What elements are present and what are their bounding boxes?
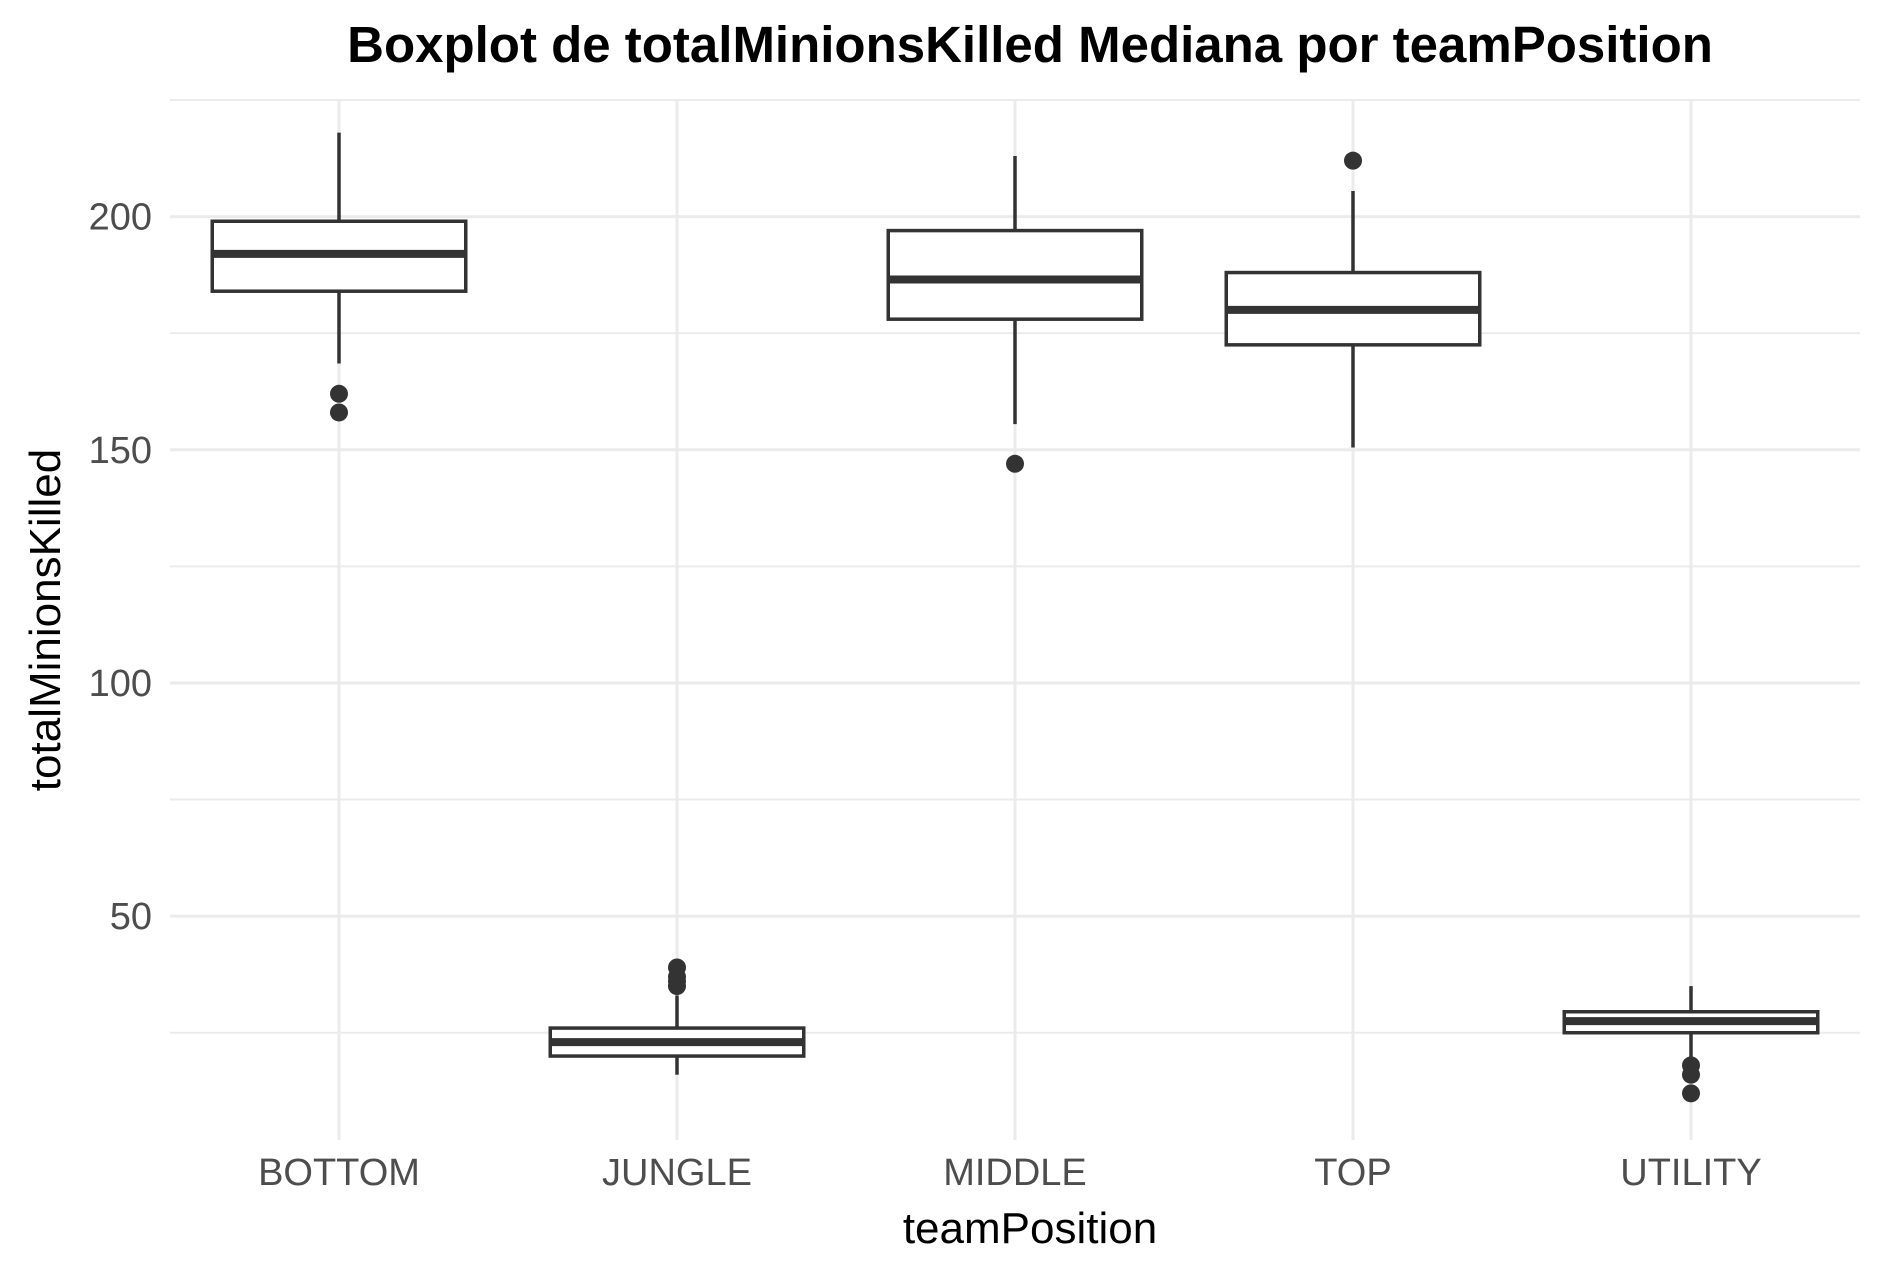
outlier-point bbox=[1006, 454, 1024, 473]
y-tick-label: 100 bbox=[89, 663, 152, 705]
x-tick-label: BOTTOM bbox=[258, 1152, 420, 1194]
plot-panel: 50 100 150 200 BOTTOM JUNGLE MIDDLE TOP UTILITY bbox=[89, 99, 1860, 1194]
y-tick-label: 150 bbox=[89, 430, 152, 472]
y-tick-label: 200 bbox=[89, 197, 152, 239]
y-tick-label: 50 bbox=[110, 896, 152, 938]
x-tick-label: UTILITY bbox=[1620, 1152, 1761, 1194]
outlier-point bbox=[330, 403, 348, 422]
x-tick-label: TOP bbox=[1314, 1152, 1391, 1194]
y-axis-title: totalMinionsKilled bbox=[21, 449, 70, 791]
chart-title: Boxplot de totalMinionsKilled Mediana po… bbox=[347, 16, 1713, 73]
outlier-point bbox=[330, 384, 348, 403]
x-tick-label: MIDDLE bbox=[943, 1152, 1087, 1194]
box-middle bbox=[886, 228, 1144, 321]
outlier-point bbox=[1344, 151, 1362, 170]
outlier-point bbox=[1682, 1065, 1700, 1084]
x-tick-label: JUNGLE bbox=[602, 1152, 752, 1194]
x-axis-title: teamPosition bbox=[903, 1204, 1157, 1253]
outlier-point bbox=[1682, 1084, 1700, 1103]
outlier-point bbox=[668, 977, 686, 996]
